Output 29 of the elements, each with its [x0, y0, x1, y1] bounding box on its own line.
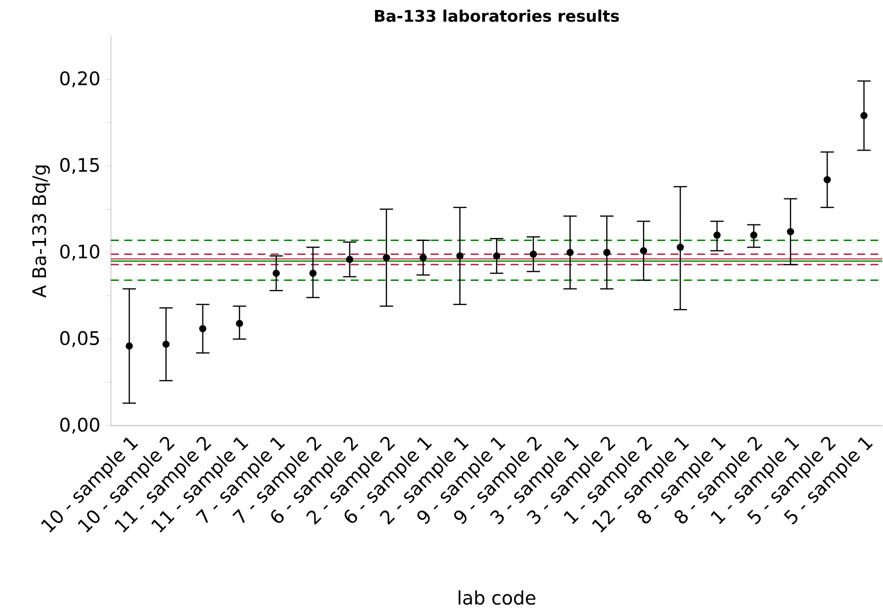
- point: [530, 250, 537, 258]
- y-tick-label: 0,20: [60, 71, 100, 88]
- chart-title: Ba-133 laboratories results: [375, 10, 619, 22]
- point: [860, 112, 868, 120]
- point: [236, 320, 244, 328]
- point: [493, 252, 500, 260]
- point: [309, 270, 317, 278]
- point: [750, 232, 758, 239]
- point: [603, 249, 610, 256]
- point: [640, 247, 648, 255]
- point: [272, 270, 280, 278]
- y-tick-label: 0,05: [60, 331, 99, 348]
- point: [382, 254, 390, 262]
- point: [199, 325, 206, 333]
- point: [126, 342, 133, 350]
- point: [420, 254, 427, 262]
- point: [162, 340, 170, 348]
- point: [566, 249, 574, 256]
- x-axis-title: lab code: [458, 590, 536, 606]
- point: [786, 228, 794, 236]
- y-axis-title: A Ba-133 Bq/g: [32, 166, 50, 298]
- point: [346, 256, 354, 264]
- y-tick-label: 0,15: [60, 158, 99, 174]
- point: [676, 244, 684, 252]
- y-tick-label: 0,00: [60, 418, 100, 434]
- point: [824, 176, 831, 184]
- point: [456, 252, 464, 260]
- y-tick-label: 0,10: [60, 244, 100, 261]
- point: [713, 232, 721, 239]
